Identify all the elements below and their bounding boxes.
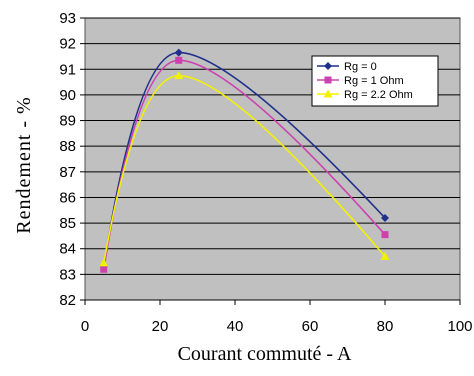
series-2-point [175, 56, 183, 64]
series-3-point [99, 258, 109, 267]
y-tick-label: 92 [59, 36, 76, 53]
legend: Rg = 0 Rg = 1 Ohm Rg = 2.2 Ohm [311, 55, 439, 107]
y-tick-label: 84 [59, 241, 76, 258]
legend-marker-1 [324, 62, 332, 70]
series-layer [99, 48, 390, 273]
x-tick-label: 100 [447, 318, 472, 335]
y-tick-label: 85 [59, 215, 76, 232]
series-1-point [174, 48, 183, 57]
series-2-point [100, 265, 108, 273]
y-tick-label: 91 [59, 61, 76, 78]
series-3-point [380, 251, 390, 260]
x-tick-labels: 0 20 40 60 80 100 [81, 318, 473, 335]
x-tick-label: 20 [152, 318, 169, 335]
y-tick-label: 89 [59, 113, 76, 130]
y-tick-label: 86 [59, 189, 76, 206]
y-tick-label: 82 [59, 292, 76, 309]
legend-box [311, 55, 439, 107]
y-tick-labels: 82 83 84 85 86 87 88 89 90 91 92 93 [59, 10, 76, 309]
y-tick-label: 83 [59, 266, 76, 283]
x-tick-label: 80 [377, 318, 394, 335]
legend-marker-3 [323, 89, 333, 98]
series-3-point [174, 71, 184, 80]
y-tick-label: 87 [59, 164, 76, 181]
y-tick-label: 90 [59, 87, 76, 104]
series-2-point [381, 231, 389, 239]
y-tick-label: 93 [59, 10, 76, 27]
legend-label-2: Rg = 1 Ohm [344, 75, 404, 87]
series-1-point [381, 213, 389, 222]
y-tick-label: 88 [59, 138, 76, 155]
x-axis-title: Courant commuté - A [178, 343, 352, 365]
legend-label-1: Rg = 0 [344, 61, 377, 73]
legend-label-3: Rg = 2.2 Ohm [344, 89, 413, 101]
x-tick-label: 40 [227, 318, 244, 335]
x-tick-label: 60 [302, 318, 319, 335]
legend-marker-2 [324, 76, 332, 84]
y-axis-title: Rendement - % [13, 96, 35, 233]
x-tick-label: 0 [81, 318, 89, 335]
